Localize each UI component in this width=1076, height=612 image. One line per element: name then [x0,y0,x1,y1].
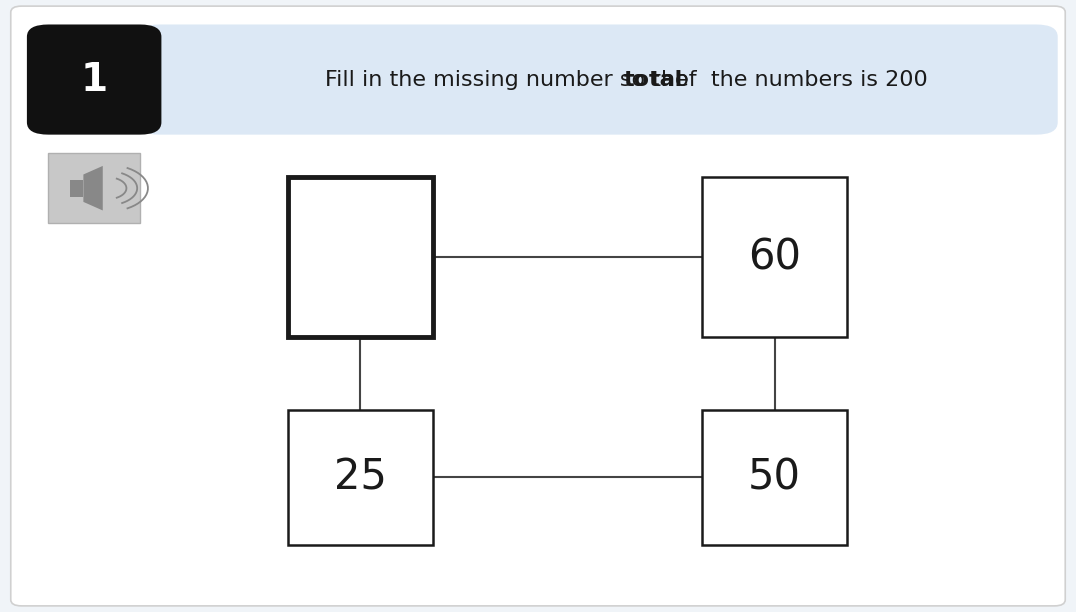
Text: 50: 50 [748,457,802,498]
Bar [71,179,84,196]
Text: of  the numbers is 200: of the numbers is 200 [668,70,928,89]
FancyBboxPatch shape [702,177,848,337]
FancyBboxPatch shape [288,410,433,545]
FancyBboxPatch shape [288,177,433,337]
Polygon shape [84,166,102,211]
Text: 60: 60 [748,236,802,278]
FancyBboxPatch shape [11,6,1065,606]
Text: Fill in the missing number so the: Fill in the missing number so the [325,70,696,89]
FancyBboxPatch shape [138,24,1058,135]
Text: 25: 25 [334,457,387,498]
Text: total: total [624,70,683,89]
FancyBboxPatch shape [48,153,140,223]
FancyBboxPatch shape [702,410,848,545]
FancyBboxPatch shape [27,24,161,135]
Text: 1: 1 [81,61,108,99]
